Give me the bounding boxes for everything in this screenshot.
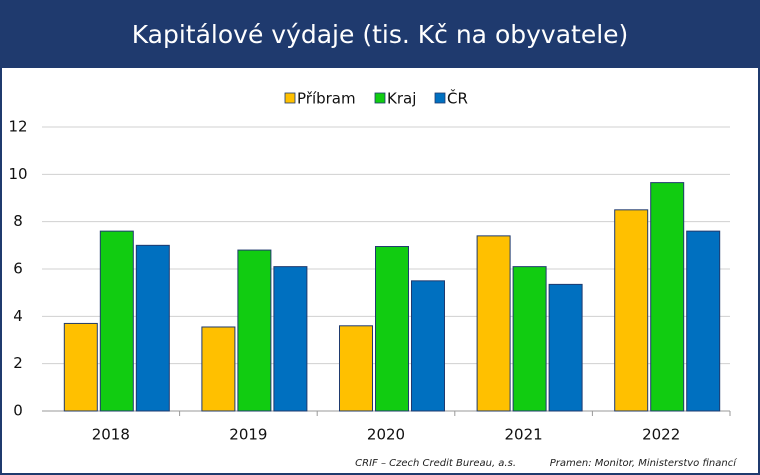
legend-swatch xyxy=(374,92,386,104)
x-tick-label: 2021 xyxy=(505,426,543,444)
y-tick-label: 2 xyxy=(13,354,23,372)
y-tick-label: 12 xyxy=(8,118,27,136)
bar xyxy=(512,266,547,412)
source: Pramen: Monitor, Ministerstvo financí xyxy=(550,457,738,469)
y-tick-label: 10 xyxy=(8,165,27,183)
bar xyxy=(548,283,583,412)
x-tick-label: 2019 xyxy=(229,426,267,444)
bar xyxy=(201,326,236,412)
bar xyxy=(686,230,721,412)
legend-label: Příbram xyxy=(297,90,356,108)
legend-label: ČR xyxy=(447,89,468,108)
legend-swatch xyxy=(434,92,446,104)
bar xyxy=(650,182,685,412)
chart-title: Kapitálové výdaje (tis. Kč na obyvatele) xyxy=(132,20,629,49)
bar xyxy=(411,280,445,412)
source: CRIF – Czech Credit Bureau, a.s. xyxy=(355,458,516,469)
y-tick-label: 4 xyxy=(13,307,23,325)
bar xyxy=(339,325,373,412)
bar xyxy=(237,249,272,412)
legend-swatch xyxy=(284,92,296,104)
bar xyxy=(375,246,409,412)
bar xyxy=(63,322,98,412)
y-tick-label: 0 xyxy=(13,402,23,420)
x-tick-label: 2018 xyxy=(92,426,130,444)
x-tick-label: 2022 xyxy=(642,426,680,444)
bar xyxy=(476,235,511,412)
y-tick-label: 8 xyxy=(13,212,23,230)
bar xyxy=(614,209,649,412)
bar xyxy=(99,230,134,412)
bar xyxy=(135,244,170,412)
y-tick-label: 6 xyxy=(13,260,23,278)
title-band xyxy=(0,0,760,68)
x-tick-label: 2020 xyxy=(367,426,405,444)
bar xyxy=(273,266,308,412)
legend-label: Kraj xyxy=(387,90,416,108)
